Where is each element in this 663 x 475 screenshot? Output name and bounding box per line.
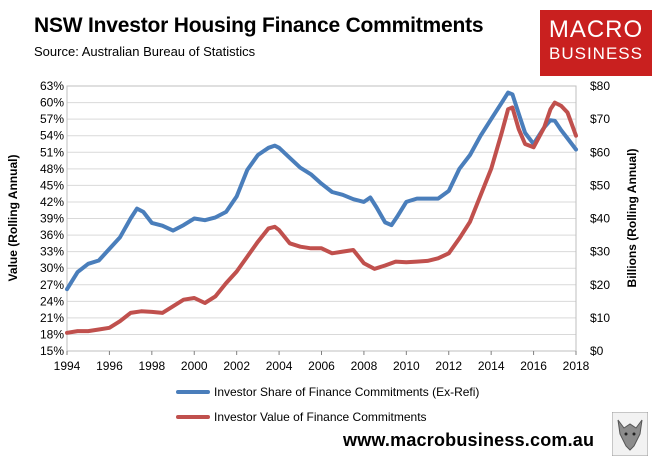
legend-swatch-value — [176, 415, 210, 419]
x-tick-label: 2012 — [435, 359, 462, 373]
y-left-tick-label: 39% — [40, 212, 64, 226]
series-lines — [65, 90, 578, 335]
chart-title: NSW Investor Housing Finance Commitments — [34, 14, 484, 37]
y-right-tick-label: $40 — [590, 212, 610, 226]
legend-swatch-share — [176, 390, 210, 394]
right-axis-ticks: $80 $70 $60 $50 $40 $30 $20 $10 $0 — [590, 79, 610, 358]
x-tick-label: 2000 — [181, 359, 208, 373]
x-tick-label: 1994 — [54, 359, 81, 373]
y-right-tick-label: $50 — [590, 178, 610, 192]
legend-item-value: Investor Value of Finance Commitments — [176, 410, 427, 424]
y-left-tick-label: 24% — [40, 294, 64, 308]
x-tick-label: 2014 — [478, 359, 505, 373]
x-axis-ticks: 1994 1996 1998 2000 2002 2004 2006 2008 2010 2012… — [54, 351, 590, 373]
y-right-tick-label: $20 — [590, 278, 610, 292]
y-right-tick-label: $80 — [590, 79, 610, 93]
logo-line-2: BUSINESS — [549, 44, 643, 63]
x-tick-label: 2018 — [563, 359, 590, 373]
x-tick-label: 2006 — [308, 359, 335, 373]
y-left-tick-label: 45% — [40, 178, 64, 192]
y-left-tick-label: 54% — [40, 129, 64, 143]
y-left-tick-label: 21% — [40, 311, 64, 325]
legend-item-share: Investor Share of Finance Commitments (E… — [176, 385, 479, 399]
y-right-tick-label: $0 — [590, 344, 604, 358]
x-tick-label: 2016 — [520, 359, 547, 373]
y-axis-right-label: Billions (Rolling Annual) — [625, 148, 639, 288]
x-tick-label: 2008 — [351, 359, 378, 373]
y-left-tick-label: 15% — [40, 344, 64, 358]
y-left-tick-label: 33% — [40, 245, 64, 259]
x-tick-label: 1998 — [138, 359, 165, 373]
y-left-tick-label: 36% — [40, 228, 64, 242]
y-right-tick-label: $70 — [590, 112, 610, 126]
y-left-tick-label: 27% — [40, 278, 64, 292]
chart-subtitle: Source: Australian Bureau of Statistics — [34, 44, 256, 59]
x-tick-label: 2004 — [266, 359, 293, 373]
y-left-tick-label: 48% — [40, 162, 64, 176]
legend-label-share: Investor Share of Finance Commitments (E… — [214, 385, 480, 399]
x-tick-label: 1996 — [96, 359, 123, 373]
footer-url: www.macrobusiness.com.au — [343, 430, 595, 450]
y-right-tick-label: $10 — [590, 311, 610, 325]
logo-line-1: MACRO — [548, 16, 644, 43]
y-left-tick-label: 63% — [40, 79, 64, 93]
y-left-tick-label: 42% — [40, 195, 64, 209]
y-right-tick-label: $30 — [590, 245, 610, 259]
y-right-tick-label: $60 — [590, 145, 610, 159]
y-left-tick-label: 30% — [40, 261, 64, 275]
macrobusiness-logo: MACRO BUSINESS — [540, 10, 652, 76]
y-left-tick-label: 60% — [40, 96, 64, 110]
x-tick-label: 2010 — [393, 359, 420, 373]
y-axis-left-label: Value (Rolling Annual) — [6, 154, 20, 282]
series-line-investor-share — [65, 90, 578, 292]
y-left-tick-label: 18% — [40, 327, 64, 341]
x-tick-label: 2002 — [223, 359, 250, 373]
y-left-tick-label: 51% — [40, 145, 64, 159]
y-left-tick-label: 57% — [40, 112, 64, 126]
series-line-investor-value — [65, 100, 578, 335]
wolf-icon — [612, 412, 648, 456]
legend-label-value: Investor Value of Finance Commitments — [214, 410, 427, 424]
left-axis-ticks: 63% 60% 57% 54% 51% 48% 45% 42% 39% 36% 33% 30% 27% 2… — [40, 79, 64, 358]
